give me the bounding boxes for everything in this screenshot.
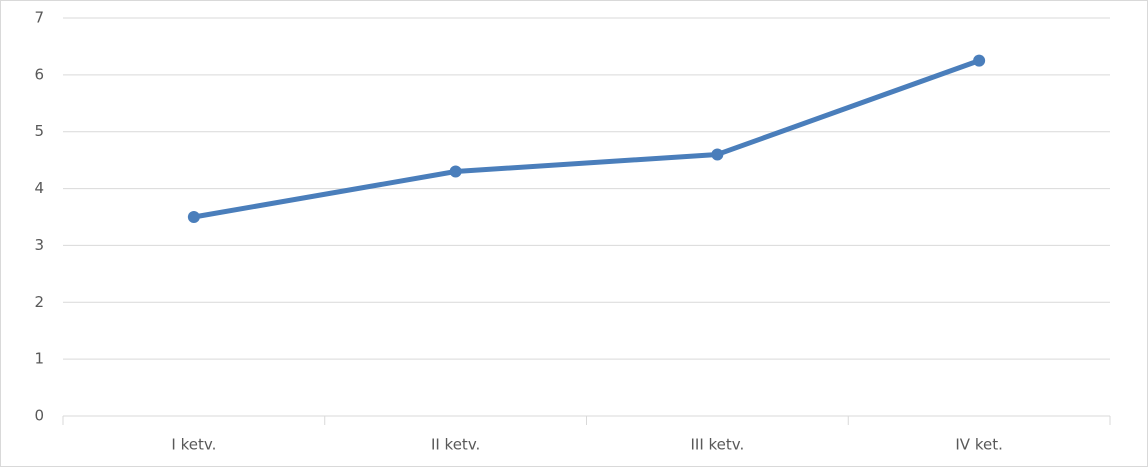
x-tick-label: IV ket. bbox=[955, 436, 1002, 454]
x-tick-label: III ketv. bbox=[690, 436, 744, 454]
y-tick-label: 5 bbox=[34, 122, 44, 140]
y-tick-label: 7 bbox=[34, 9, 44, 27]
y-tick-label: 4 bbox=[34, 179, 44, 197]
x-tick-label: I ketv. bbox=[171, 436, 216, 454]
data-point bbox=[449, 165, 462, 178]
data-point bbox=[711, 148, 724, 161]
data-point bbox=[187, 211, 200, 223]
y-tick-label: 0 bbox=[34, 407, 44, 425]
y-tick-label: 6 bbox=[34, 65, 44, 83]
x-tick-label: II ketv. bbox=[431, 436, 480, 454]
y-tick-label: 2 bbox=[34, 293, 44, 311]
y-tick-label: 3 bbox=[34, 236, 44, 254]
y-tick-label: 1 bbox=[34, 350, 44, 368]
data-point bbox=[973, 54, 986, 67]
series-line bbox=[191, 58, 982, 220]
